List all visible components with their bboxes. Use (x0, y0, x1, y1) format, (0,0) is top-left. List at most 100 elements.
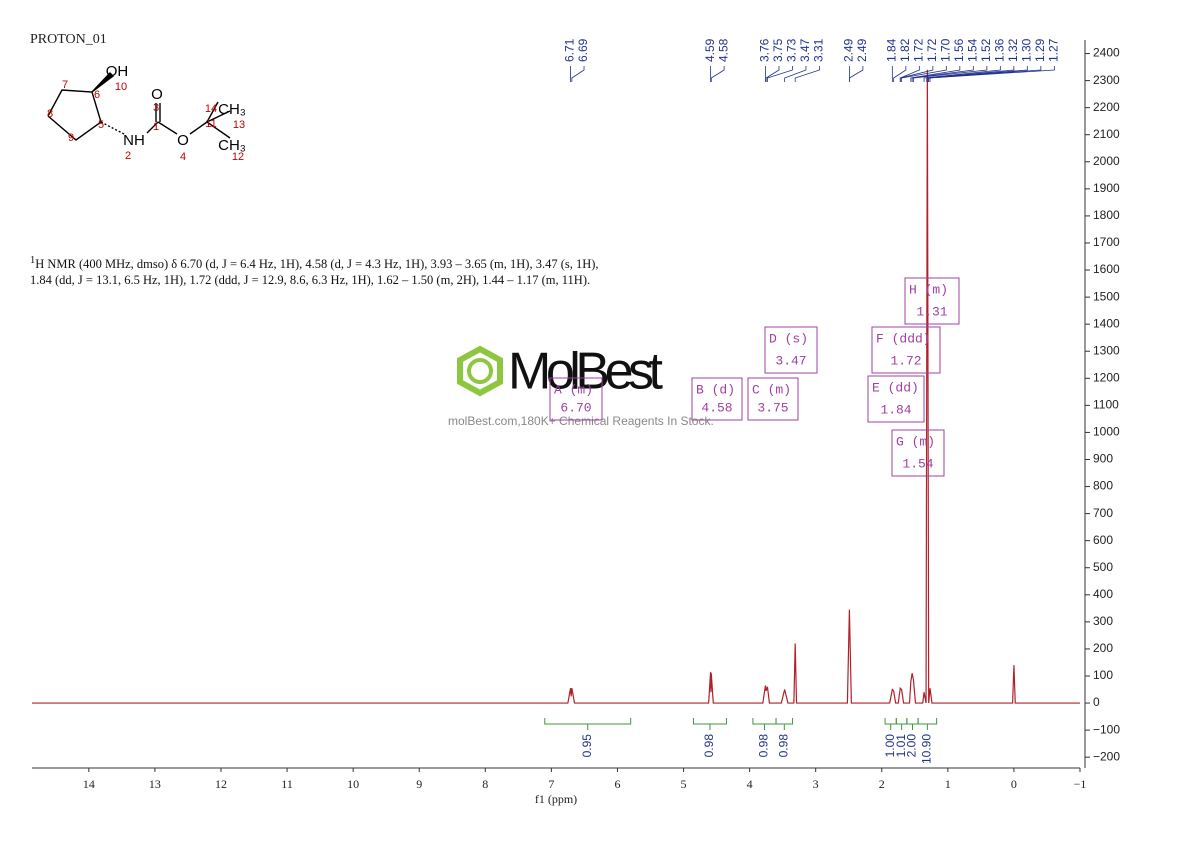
x-tick-label: 10 (347, 777, 359, 791)
hash-bond (100, 121, 125, 135)
logo (457, 345, 503, 397)
integral-bracket (752, 718, 777, 725)
x-tick-label: 4 (747, 777, 753, 791)
atom-number: 4 (180, 151, 186, 163)
chart-title: PROTON_01 (30, 32, 107, 47)
atom-label: CH₃ (218, 137, 246, 154)
y-tick-label: 100 (1093, 668, 1113, 682)
atom-number: 5 (98, 119, 104, 131)
integral-label: 0.98 (757, 734, 771, 758)
x-tick-label: 0 (1011, 777, 1017, 791)
integral-label: 1.00 (883, 734, 897, 758)
multiplet-name: B (d) (696, 382, 735, 397)
x-tick-label: 8 (482, 777, 488, 791)
atom-number: 8 (47, 108, 53, 120)
peak-label: 4.58 (716, 38, 730, 62)
peak-label: 4.59 (703, 38, 717, 62)
integral-label: 10.90 (920, 734, 934, 764)
atom-number: 3 (153, 102, 159, 114)
y-tick-label: 300 (1093, 614, 1113, 628)
peak-label: 1.70 (939, 38, 953, 62)
y-tick-label: 1600 (1093, 262, 1120, 276)
y-tick-label: 400 (1093, 587, 1113, 601)
multiplet-box (871, 326, 941, 374)
logo (467, 358, 493, 384)
peak-label: 3.76 (758, 38, 772, 62)
y-tick-label: 700 (1093, 506, 1113, 520)
y-tick-label: 1800 (1093, 208, 1120, 222)
atom-number: 1 (153, 121, 159, 133)
y-tick-label: 1200 (1093, 370, 1120, 384)
peak-leader (571, 66, 585, 82)
peak-leader (794, 66, 820, 82)
atom-number: 14 (205, 103, 217, 115)
spectrum-line (32, 69, 1080, 704)
multiplet-shift: 6.70 (560, 400, 591, 415)
peak-label: 1.84 (885, 38, 899, 62)
integral-label: 0.98 (702, 734, 716, 758)
multiplet-name: A (m) (554, 382, 593, 397)
integral-bracket (692, 718, 727, 725)
y-tick-label: −100 (1093, 722, 1120, 736)
peak-leader (910, 66, 961, 82)
description: 1H NMR (400 MHz, dmso) δ 6.70 (d, J = 6.… (30, 253, 600, 288)
peak-leader (926, 66, 1015, 82)
x-tick-label: 12 (215, 777, 227, 791)
peak-label: 3.75 (771, 38, 785, 62)
peak-leader (767, 66, 793, 82)
y-tick-label: 2200 (1093, 100, 1120, 114)
peak-leader (913, 66, 988, 82)
atom-label: NH (123, 132, 145, 149)
peak-label: 1.29 (1033, 38, 1047, 62)
peak-label: 1.30 (1020, 38, 1034, 62)
integral-bracket (895, 718, 908, 725)
atom-number: 11 (205, 118, 216, 130)
y-tick-label: 2400 (1093, 46, 1120, 60)
peak-label: 1.82 (898, 38, 912, 62)
x-tick-label: 6 (614, 777, 620, 791)
y-tick-label: 1300 (1093, 343, 1120, 357)
watermark: MolBest molBest.com,180K+ Chemical Reage… (448, 343, 714, 428)
x-tick-label: 11 (281, 777, 293, 791)
peak-leader (710, 66, 725, 82)
peak-leader (848, 66, 864, 82)
atom-label: CH₃ (218, 101, 246, 118)
integral-bracket (775, 718, 794, 725)
peak-leader (911, 66, 974, 82)
bond (206, 110, 231, 123)
y-tick-label: 1700 (1093, 235, 1120, 249)
peak-leader (899, 66, 934, 82)
bond (189, 121, 208, 135)
peak-leader (928, 66, 1042, 82)
peak-leader (927, 66, 1028, 82)
wedge-bond (91, 71, 115, 93)
multiplet-name: D (s) (769, 331, 808, 346)
multiplet-box (904, 277, 960, 325)
peak-label: 1.56 (952, 38, 966, 62)
multiplet-name: C (m) (752, 382, 791, 397)
y-tick-label: 800 (1093, 479, 1113, 493)
integral-bracket (884, 718, 897, 725)
atom-number: 12 (232, 151, 244, 163)
peak-label: 1.72 (912, 38, 926, 62)
multiplet-box (747, 377, 799, 421)
superscript: 1 (30, 255, 36, 266)
atom-label: O (151, 86, 163, 103)
ring-bonds (47, 89, 102, 141)
y-tick-label: 1900 (1093, 181, 1120, 195)
integral-bracket (906, 718, 919, 725)
x-tick-label: 5 (681, 777, 687, 791)
peak-label: 2.49 (842, 38, 856, 62)
x-axis-label: f1 (ppm) (535, 792, 577, 806)
multiplet-shift: 3.47 (775, 353, 806, 368)
y-tick-label: 1500 (1093, 289, 1120, 303)
peak-label: 1.72 (925, 38, 939, 62)
y-tick-label: −200 (1093, 749, 1120, 763)
peak-label: 3.47 (798, 38, 812, 62)
peak-label: 3.31 (812, 38, 826, 62)
integral-bracket (544, 718, 632, 725)
structure (47, 71, 231, 141)
multiplet-shift: 1.72 (890, 353, 921, 368)
atom-number: 10 (115, 81, 127, 93)
